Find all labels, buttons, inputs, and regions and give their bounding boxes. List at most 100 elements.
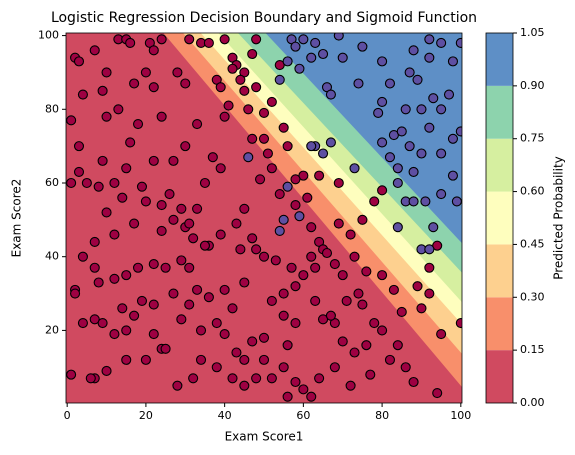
data-point — [384, 78, 396, 89]
data-point — [255, 174, 266, 185]
data-point — [290, 376, 301, 388]
data-point — [97, 317, 108, 329]
data-point — [274, 188, 285, 200]
data-point — [239, 354, 250, 365]
data-point — [148, 329, 159, 340]
data-point — [136, 295, 148, 306]
data-point — [310, 37, 321, 49]
data-point — [416, 104, 427, 115]
data-point — [377, 96, 388, 107]
data-point — [266, 96, 277, 107]
data-point — [278, 214, 289, 225]
data-point — [290, 200, 301, 211]
data-point — [408, 45, 419, 56]
data-point — [184, 299, 195, 310]
data-point — [436, 104, 447, 115]
data-point — [109, 329, 120, 340]
data-point — [101, 365, 112, 376]
data-point — [184, 34, 195, 45]
data-point — [436, 329, 447, 340]
data-point — [436, 188, 447, 200]
contour-band — [265, 33, 462, 244]
data-point — [148, 82, 159, 93]
data-point — [266, 163, 277, 174]
data-point — [239, 277, 250, 288]
data-point — [66, 115, 77, 126]
data-point — [239, 203, 250, 214]
data-point — [290, 41, 301, 52]
data-point — [424, 34, 435, 45]
data-point — [298, 384, 309, 395]
data-point — [325, 137, 336, 148]
data-point — [129, 310, 140, 321]
data-point — [172, 67, 183, 78]
data-point — [302, 192, 313, 203]
data-point — [286, 262, 297, 273]
data-point — [172, 380, 183, 391]
data-point — [195, 325, 207, 336]
data-point — [416, 148, 427, 159]
data-point — [211, 317, 222, 329]
data-point — [219, 284, 230, 295]
data-point — [140, 354, 151, 365]
data-point — [215, 229, 226, 240]
data-point — [148, 155, 159, 166]
colorbar-tick-label: 0.75 — [520, 132, 545, 145]
x-tick-label: 80 — [375, 409, 389, 422]
data-point — [121, 325, 132, 336]
data-point — [266, 295, 277, 306]
data-point — [294, 63, 305, 74]
data-point — [239, 380, 250, 391]
data-point — [392, 177, 403, 189]
data-point — [109, 273, 120, 284]
data-point — [121, 354, 132, 365]
data-point — [70, 288, 81, 299]
colorbar-band — [486, 244, 513, 298]
data-point — [156, 200, 167, 211]
data-point — [89, 45, 100, 56]
data-point — [377, 185, 388, 196]
data-point — [258, 107, 270, 119]
data-point — [258, 332, 270, 343]
data-point — [125, 37, 136, 49]
data-point — [247, 336, 258, 347]
colorbar-tick-label: 0.30 — [520, 290, 545, 303]
x-tick-label: 20 — [139, 409, 153, 422]
data-point — [317, 48, 329, 60]
data-point — [203, 292, 214, 303]
data-point — [353, 288, 364, 299]
data-point — [278, 288, 289, 299]
colorbar-tick-label: 1.05 — [520, 26, 545, 39]
data-point — [424, 262, 435, 273]
data-point — [310, 262, 321, 273]
data-point — [298, 34, 309, 45]
data-point — [451, 196, 462, 207]
data-point — [282, 56, 293, 67]
data-point — [337, 52, 348, 63]
data-point — [219, 329, 230, 340]
data-point — [109, 229, 120, 240]
data-point — [188, 233, 199, 244]
colorbar-band — [486, 33, 513, 86]
data-point — [377, 137, 388, 148]
x-tick-label: 100 — [450, 409, 471, 422]
data-point — [148, 45, 159, 56]
data-point — [132, 118, 144, 130]
data-point — [223, 100, 234, 111]
data-point — [184, 218, 195, 229]
data-point — [428, 93, 439, 104]
data-point — [247, 48, 258, 60]
colorbar-band — [486, 350, 513, 403]
data-point — [73, 141, 85, 152]
data-point — [298, 270, 309, 281]
data-point — [274, 74, 285, 85]
data-point — [294, 211, 305, 222]
data-point — [447, 170, 458, 181]
data-point — [215, 163, 226, 174]
data-point — [365, 369, 376, 380]
data-point — [333, 218, 344, 229]
data-point — [274, 225, 285, 236]
data-point — [314, 373, 325, 384]
data-point — [443, 89, 455, 100]
